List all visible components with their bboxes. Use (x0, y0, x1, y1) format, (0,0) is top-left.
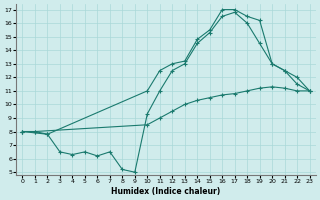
X-axis label: Humidex (Indice chaleur): Humidex (Indice chaleur) (111, 187, 221, 196)
